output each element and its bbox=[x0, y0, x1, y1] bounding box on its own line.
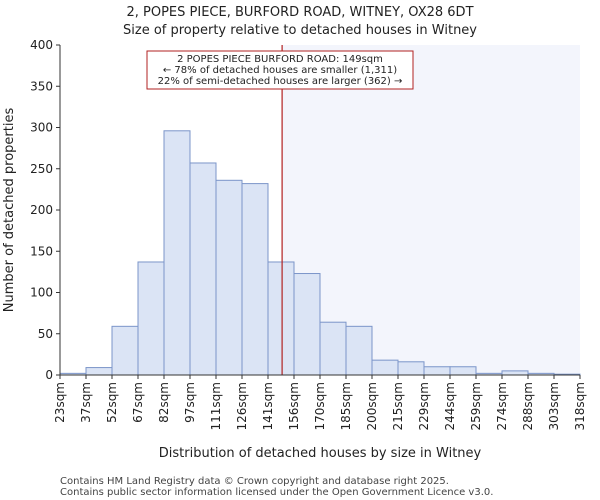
y-axis: 0 50 100 150 200 250 300 350 400 bbox=[30, 38, 60, 382]
x-tick-label-23sqm: 23sqm bbox=[53, 382, 67, 423]
x-tick-label-52sqm: 52sqm bbox=[105, 382, 119, 423]
y-axis-label: Number of detached properties bbox=[2, 108, 17, 313]
x-tick-label-185sqm: 185sqm bbox=[339, 382, 353, 430]
x-tick-label-200sqm: 200sqm bbox=[365, 382, 379, 430]
bar-37sqm bbox=[85, 367, 113, 376]
bar-156sqm bbox=[293, 273, 321, 376]
annotation-line-3: 22% of semi-detached houses are larger (… bbox=[158, 76, 403, 87]
y-tick-label-300: 300 bbox=[30, 121, 53, 135]
x-tick-label-170sqm: 170sqm bbox=[313, 382, 327, 430]
bar-185sqm bbox=[345, 325, 373, 376]
x-tick-label-141sqm: 141sqm bbox=[261, 382, 275, 430]
x-tick-label-111sqm: 111sqm bbox=[209, 382, 223, 430]
x-tick-label-37sqm: 37sqm bbox=[79, 382, 93, 423]
chart-title: 2, POPES PIECE, BURFORD ROAD, WITNEY, OX… bbox=[126, 5, 473, 20]
y-tick-label-50: 50 bbox=[38, 327, 53, 341]
bar-170sqm bbox=[319, 321, 347, 376]
x-tick-label-303sqm: 303sqm bbox=[547, 382, 561, 430]
larger-houses-shaded-region bbox=[282, 45, 580, 375]
bar-126sqm bbox=[241, 183, 269, 376]
x-tick-label-274sqm: 274sqm bbox=[495, 382, 509, 430]
annotation-box: 2 POPES PIECE BURFORD ROAD: 149sqm ← 78%… bbox=[146, 50, 414, 90]
x-tick-label-244sqm: 244sqm bbox=[443, 382, 457, 430]
bar-141sqm bbox=[267, 261, 295, 376]
y-tick-label-100: 100 bbox=[30, 286, 53, 300]
x-tick-label-82sqm: 82sqm bbox=[157, 382, 171, 423]
bar-97sqm bbox=[189, 162, 217, 376]
bar-52sqm bbox=[111, 325, 139, 376]
x-axis-label: Distribution of detached houses by size … bbox=[159, 446, 482, 461]
x-tick-label-126sqm: 126sqm bbox=[235, 382, 249, 430]
x-tick-label-229sqm: 229sqm bbox=[417, 382, 431, 430]
y-tick-label-200: 200 bbox=[30, 203, 53, 217]
y-tick-label-400: 400 bbox=[30, 38, 53, 52]
x-tick-label-259sqm: 259sqm bbox=[469, 382, 483, 430]
x-tick-label-288sqm: 288sqm bbox=[521, 382, 535, 430]
annotation-line-1: 2 POPES PIECE BURFORD ROAD: 149sqm bbox=[177, 54, 383, 65]
bars-group bbox=[59, 130, 581, 376]
bar-229sqm bbox=[423, 366, 451, 376]
x-tick-label-97sqm: 97sqm bbox=[183, 382, 197, 423]
bar-82sqm bbox=[163, 130, 191, 376]
x-tick-label-318sqm: 318sqm bbox=[573, 382, 587, 430]
bar-274sqm bbox=[501, 370, 529, 376]
bar-67sqm bbox=[137, 261, 165, 376]
x-tick-label-67sqm: 67sqm bbox=[131, 382, 145, 423]
annotation-box-frame bbox=[146, 50, 414, 90]
y-tick-label-250: 250 bbox=[30, 162, 53, 176]
y-tick-label-350: 350 bbox=[30, 79, 53, 93]
annotation-line-2: ← 78% of detached houses are smaller (1,… bbox=[163, 65, 397, 76]
footer-line-1: Contains HM Land Registry data © Crown c… bbox=[60, 476, 449, 487]
bar-200sqm bbox=[371, 359, 399, 376]
x-tick-label-156sqm: 156sqm bbox=[287, 382, 301, 430]
y-tick-label-150: 150 bbox=[30, 244, 53, 258]
bar-244sqm bbox=[449, 366, 477, 376]
x-axis: 23sqm 37sqm 52sqm 67sqm 82sqm 97sqm 111sqm 126s… bbox=[53, 375, 587, 430]
bar-111sqm bbox=[215, 179, 243, 376]
bar-215sqm bbox=[397, 361, 425, 376]
footer-line-2: Contains public sector information licen… bbox=[60, 487, 493, 498]
chart-subtitle: Size of property relative to detached ho… bbox=[123, 23, 477, 38]
x-tick-label-215sqm: 215sqm bbox=[391, 382, 405, 430]
y-tick-label-0: 0 bbox=[45, 368, 53, 382]
